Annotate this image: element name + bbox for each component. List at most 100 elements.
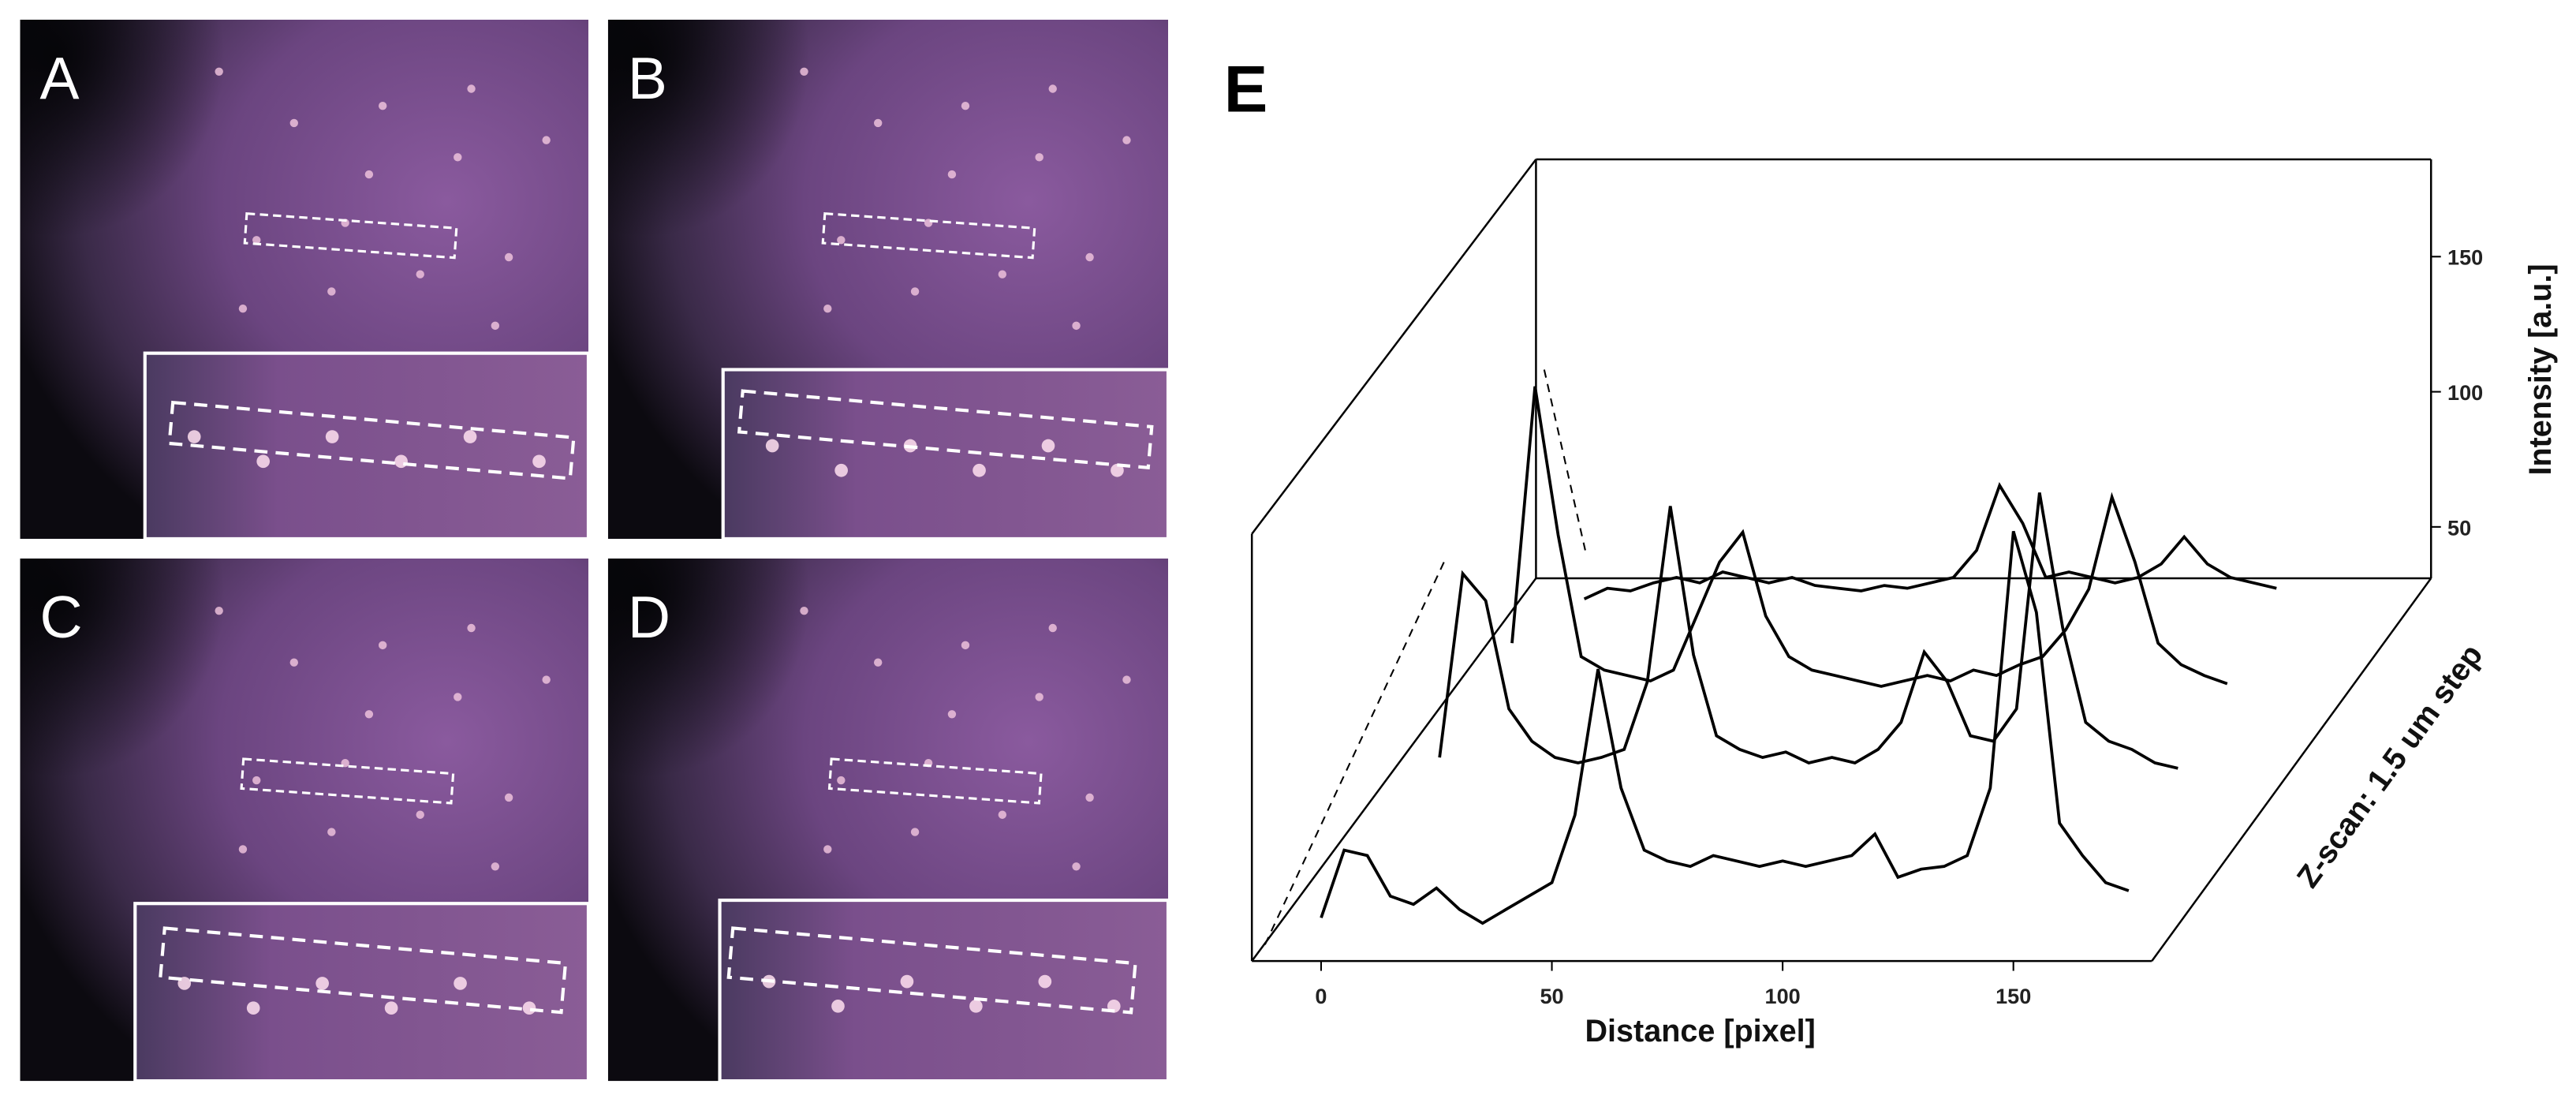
particle (378, 641, 387, 650)
particle (831, 1000, 845, 1013)
particle (289, 118, 298, 128)
dark-region (607, 19, 944, 383)
particle (364, 710, 374, 719)
particle (252, 776, 261, 785)
panel-label: D (628, 584, 670, 650)
particle (998, 270, 1007, 278)
particle (1048, 84, 1057, 93)
particle (215, 606, 223, 615)
guide-arrow (1264, 558, 1447, 945)
y-tick-label: 50 (2447, 516, 2471, 540)
particle (961, 641, 970, 650)
particle (1122, 675, 1131, 684)
particle (1041, 439, 1055, 453)
x-tick-label: 0 (1315, 985, 1327, 1008)
particle (765, 439, 779, 453)
inset (143, 351, 591, 541)
box-edge (1251, 159, 1537, 535)
particle (800, 606, 808, 615)
particle (900, 974, 914, 989)
guide-arrow (1543, 369, 1586, 551)
particle (454, 153, 462, 162)
particle (961, 102, 970, 110)
particle (463, 430, 477, 443)
particle (238, 845, 248, 854)
particle (947, 170, 957, 179)
inset (721, 368, 1170, 541)
particle (800, 67, 808, 76)
particle (246, 1001, 260, 1015)
dark-region (607, 558, 944, 925)
particle (491, 862, 500, 871)
waterfall-chart: E 0 50 100 150 50 100 150 Distance [pixel] Intens… (1224, 53, 2558, 1049)
x-tick-label: 150 (1995, 985, 2031, 1008)
inset-selection-box (159, 926, 568, 1015)
particle (910, 287, 920, 296)
x-tick-label: 100 (1765, 985, 1801, 1008)
particle (542, 675, 551, 684)
particle (823, 845, 832, 854)
particle (327, 828, 336, 836)
selection-box (240, 757, 455, 805)
particle (910, 828, 920, 836)
particle (289, 658, 298, 667)
dark-region (20, 19, 361, 383)
particle (467, 84, 476, 93)
particle (315, 977, 329, 990)
panel-label: B (628, 45, 667, 111)
particle (834, 463, 848, 477)
x-tick-label: 50 (1540, 985, 1563, 1008)
particle (394, 454, 408, 469)
particle (215, 67, 223, 76)
selection-box (243, 212, 458, 260)
intensity-trace (1320, 530, 2130, 925)
particle (327, 287, 336, 296)
particle (837, 236, 846, 245)
y-tick-label: 150 (2447, 246, 2483, 270)
particle (1085, 793, 1094, 802)
particle (1072, 862, 1081, 871)
panel-label: C (40, 584, 83, 650)
inset (133, 902, 591, 1083)
particle (491, 321, 500, 331)
intensity-trace (1510, 386, 2228, 688)
panel-label: E (1224, 53, 1268, 126)
panel-label: A (40, 45, 80, 111)
particle (504, 793, 513, 802)
particle (1035, 693, 1043, 701)
inset (718, 898, 1170, 1083)
particle (378, 102, 387, 110)
y-tick-label: 100 (2447, 381, 2483, 405)
particle (873, 658, 883, 667)
micrographs: A B C D (20, 19, 1170, 1083)
particle (238, 304, 248, 313)
particle (256, 454, 271, 469)
particle (969, 1000, 983, 1013)
particle (1038, 974, 1052, 989)
particle (187, 430, 201, 443)
particle (252, 236, 261, 245)
particle (325, 430, 339, 443)
particle (454, 977, 467, 990)
inset-selection-box (737, 389, 1154, 470)
particle (416, 270, 424, 278)
intensity-trace (1583, 481, 2277, 600)
particle (454, 693, 462, 701)
particle (416, 810, 424, 819)
particle (1072, 321, 1081, 331)
particle (1122, 136, 1131, 144)
particle (1035, 153, 1043, 162)
z-axis (2151, 578, 2432, 962)
particle (467, 623, 476, 633)
y-axis-label: Intensity [a.u.] (2523, 264, 2558, 475)
box-edge (1251, 578, 1537, 962)
z-axis-label: Z-scan: 1.5 um step (2290, 638, 2490, 895)
dark-region (20, 558, 361, 925)
inset-selection-box (167, 400, 576, 480)
particle (542, 136, 551, 144)
particle (873, 118, 883, 128)
intensity-trace (1438, 492, 2178, 770)
particle (1048, 623, 1057, 633)
